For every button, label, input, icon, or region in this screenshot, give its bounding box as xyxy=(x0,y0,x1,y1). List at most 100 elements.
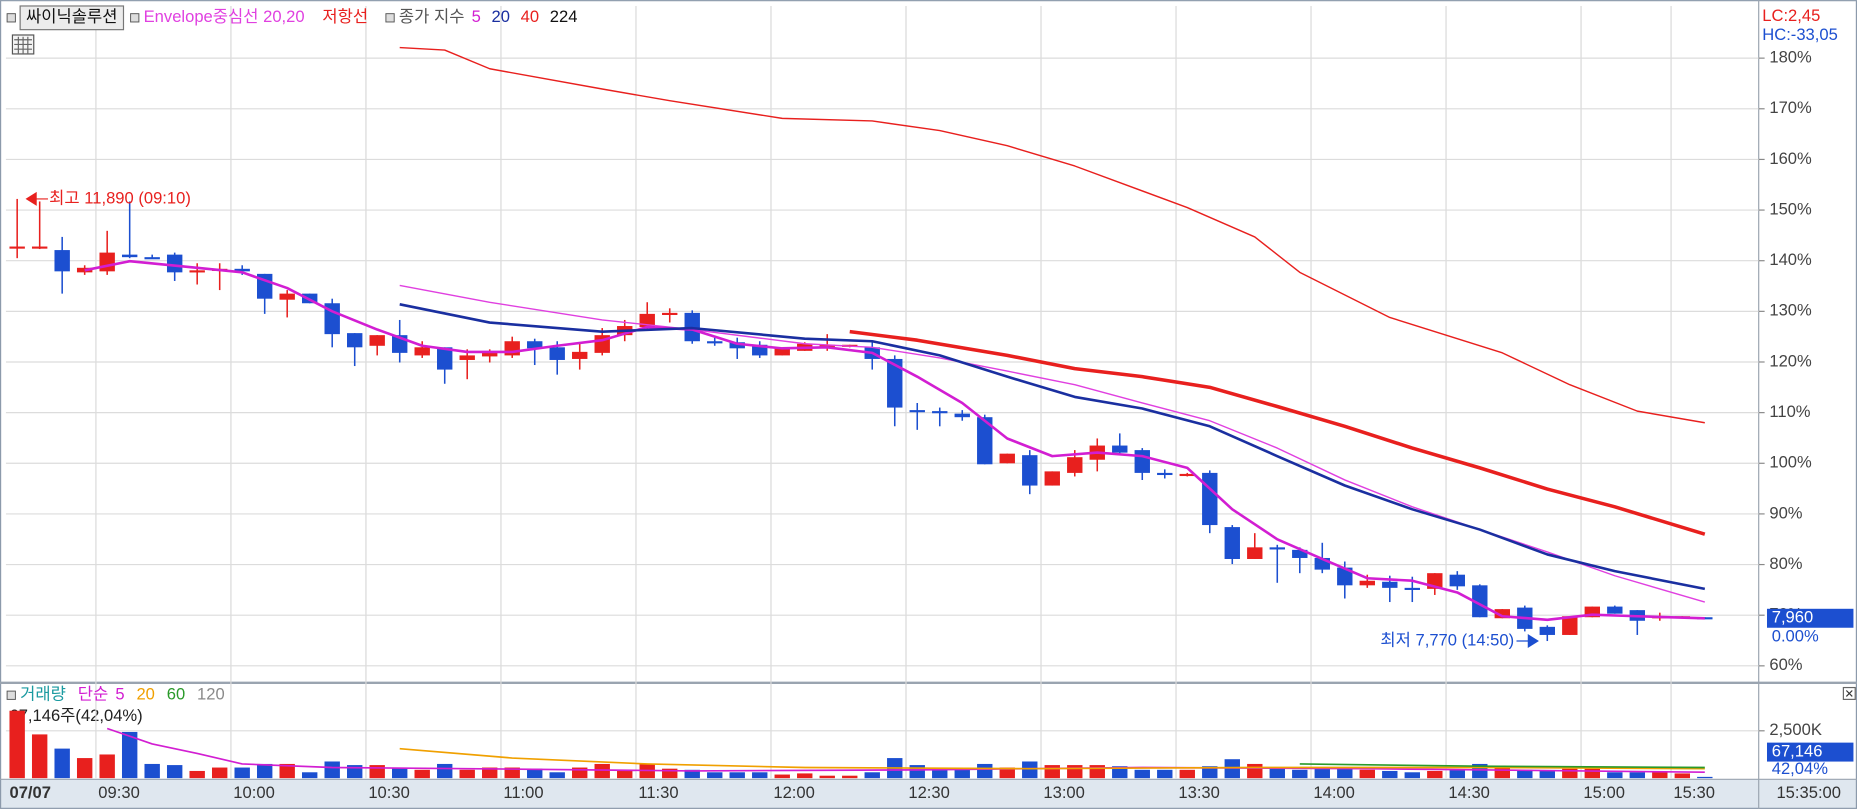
volume-bar xyxy=(76,758,93,779)
candle-body xyxy=(527,341,543,349)
volume-title: 거래량 xyxy=(20,685,66,704)
candle-body xyxy=(1697,617,1713,620)
volume-header: 67,146주(42,04%) xyxy=(9,706,142,725)
candle-body xyxy=(909,410,925,413)
calendar-icon[interactable] xyxy=(11,34,35,55)
volume-bar xyxy=(662,768,678,779)
volume-bar xyxy=(1112,766,1128,779)
x-tick-label: 07/07 xyxy=(9,783,51,802)
legend-entry: 20 xyxy=(136,685,154,704)
volume-bar xyxy=(977,763,993,779)
y-tick-label: 150% xyxy=(1769,199,1812,218)
volume-bar xyxy=(1562,768,1578,779)
x-tick-label: 09:30 xyxy=(98,783,140,802)
volume-bar xyxy=(1584,768,1601,779)
y-tick-label: 180% xyxy=(1769,48,1812,67)
candle-body xyxy=(887,358,903,408)
volume-bar xyxy=(707,772,723,779)
legend-square xyxy=(6,690,16,700)
calendar-grid[interactable] xyxy=(14,36,32,54)
candle-body xyxy=(1539,626,1556,635)
y-tick-label: 80% xyxy=(1769,554,1802,573)
chart-title[interactable]: 싸이닉솔루션 xyxy=(26,7,118,26)
last-price-box xyxy=(1766,608,1854,628)
candle-body xyxy=(752,344,768,356)
candle-body xyxy=(1292,549,1308,558)
volume-bar xyxy=(617,769,633,779)
candle-body xyxy=(121,254,138,258)
y-tick-label: 2,500K xyxy=(1769,720,1822,739)
candle-body xyxy=(1607,606,1623,614)
candle-body xyxy=(54,250,70,272)
price-line xyxy=(84,259,1705,622)
legend-entry: 20 xyxy=(492,7,510,26)
x-tick-label: 15:30 xyxy=(1673,783,1715,802)
y-tick-label: 130% xyxy=(1769,301,1812,320)
annotation-text: 최저 7,770 (14:50) xyxy=(1380,630,1514,649)
candle-body xyxy=(1202,472,1218,526)
price-legend: 싸이닉솔루션 Envelope중심선 20,20 저항선 종가 지수 5 20 40 224 xyxy=(6,5,577,31)
last-ratio-label: 42,04% xyxy=(1772,759,1828,778)
candle-body xyxy=(1314,557,1330,570)
volume-bar xyxy=(819,775,835,779)
candle-body xyxy=(999,453,1015,464)
y-tick-label: 90% xyxy=(1769,503,1802,522)
volume-bar xyxy=(437,763,453,779)
last-change-label: 0.00% xyxy=(1772,627,1819,646)
legend-entry: 5 xyxy=(115,685,124,704)
volume-bar xyxy=(1427,770,1443,779)
legend-entry: 120 xyxy=(197,685,225,704)
volume-bar xyxy=(864,772,880,779)
volume-bar xyxy=(774,774,790,779)
candle-body xyxy=(549,347,565,360)
x-tick-label: 11:00 xyxy=(503,783,543,802)
candle-body xyxy=(707,341,723,344)
volume-bar xyxy=(1539,770,1556,779)
legend-square xyxy=(385,13,395,23)
x-tick-label: 10:30 xyxy=(368,783,410,802)
volume-bar xyxy=(279,763,295,779)
title-button[interactable] xyxy=(19,5,125,31)
volume-bar xyxy=(999,767,1015,779)
volume-bar xyxy=(1179,769,1195,779)
x-tick-label: 12:00 xyxy=(773,783,815,802)
volume-bar xyxy=(1674,773,1691,779)
volume-bar xyxy=(392,767,408,779)
volume-bar xyxy=(572,767,588,779)
x-tick-label: 11:30 xyxy=(638,783,678,802)
volume-bar xyxy=(144,763,160,779)
x-tick-label: 13:30 xyxy=(1178,783,1220,802)
last-volume-label: 67,146 xyxy=(1772,741,1823,760)
candle-body xyxy=(347,333,363,348)
volume-ma-line xyxy=(399,747,1705,770)
candle-body xyxy=(1562,616,1578,635)
volume-bar xyxy=(1337,767,1353,779)
candle-body xyxy=(819,344,835,347)
close-button[interactable] xyxy=(1842,686,1856,700)
close-x[interactable] xyxy=(1845,690,1853,697)
volume-bar xyxy=(1359,769,1375,779)
price-line xyxy=(399,46,1705,424)
candle-body xyxy=(279,293,295,300)
legend-entry: Envelope중심선 20,20 xyxy=(144,7,305,26)
volume-bar xyxy=(414,769,430,779)
volume-bar xyxy=(1517,769,1533,779)
volume-bar xyxy=(211,767,228,779)
volume-bar xyxy=(189,770,205,779)
candle-body xyxy=(1472,585,1488,618)
volume-bar xyxy=(797,773,813,779)
x-tick-label: 15:00 xyxy=(1583,783,1625,802)
annotation-arrow xyxy=(1516,634,1539,649)
y-tick-label: 170% xyxy=(1769,98,1812,117)
x-tick-label: 13:00 xyxy=(1043,783,1085,802)
volume-bar xyxy=(1269,767,1285,779)
candle-body xyxy=(9,246,25,249)
candle-body xyxy=(977,417,993,465)
annotation-arrow xyxy=(25,191,48,206)
volume-bar xyxy=(1134,769,1150,779)
volume-bar xyxy=(256,763,273,779)
candle-body xyxy=(482,351,498,357)
annotation-text: 최고 11,890 (09:10) xyxy=(49,188,191,207)
volume-bar xyxy=(1044,765,1060,779)
candle-body xyxy=(1224,527,1240,559)
